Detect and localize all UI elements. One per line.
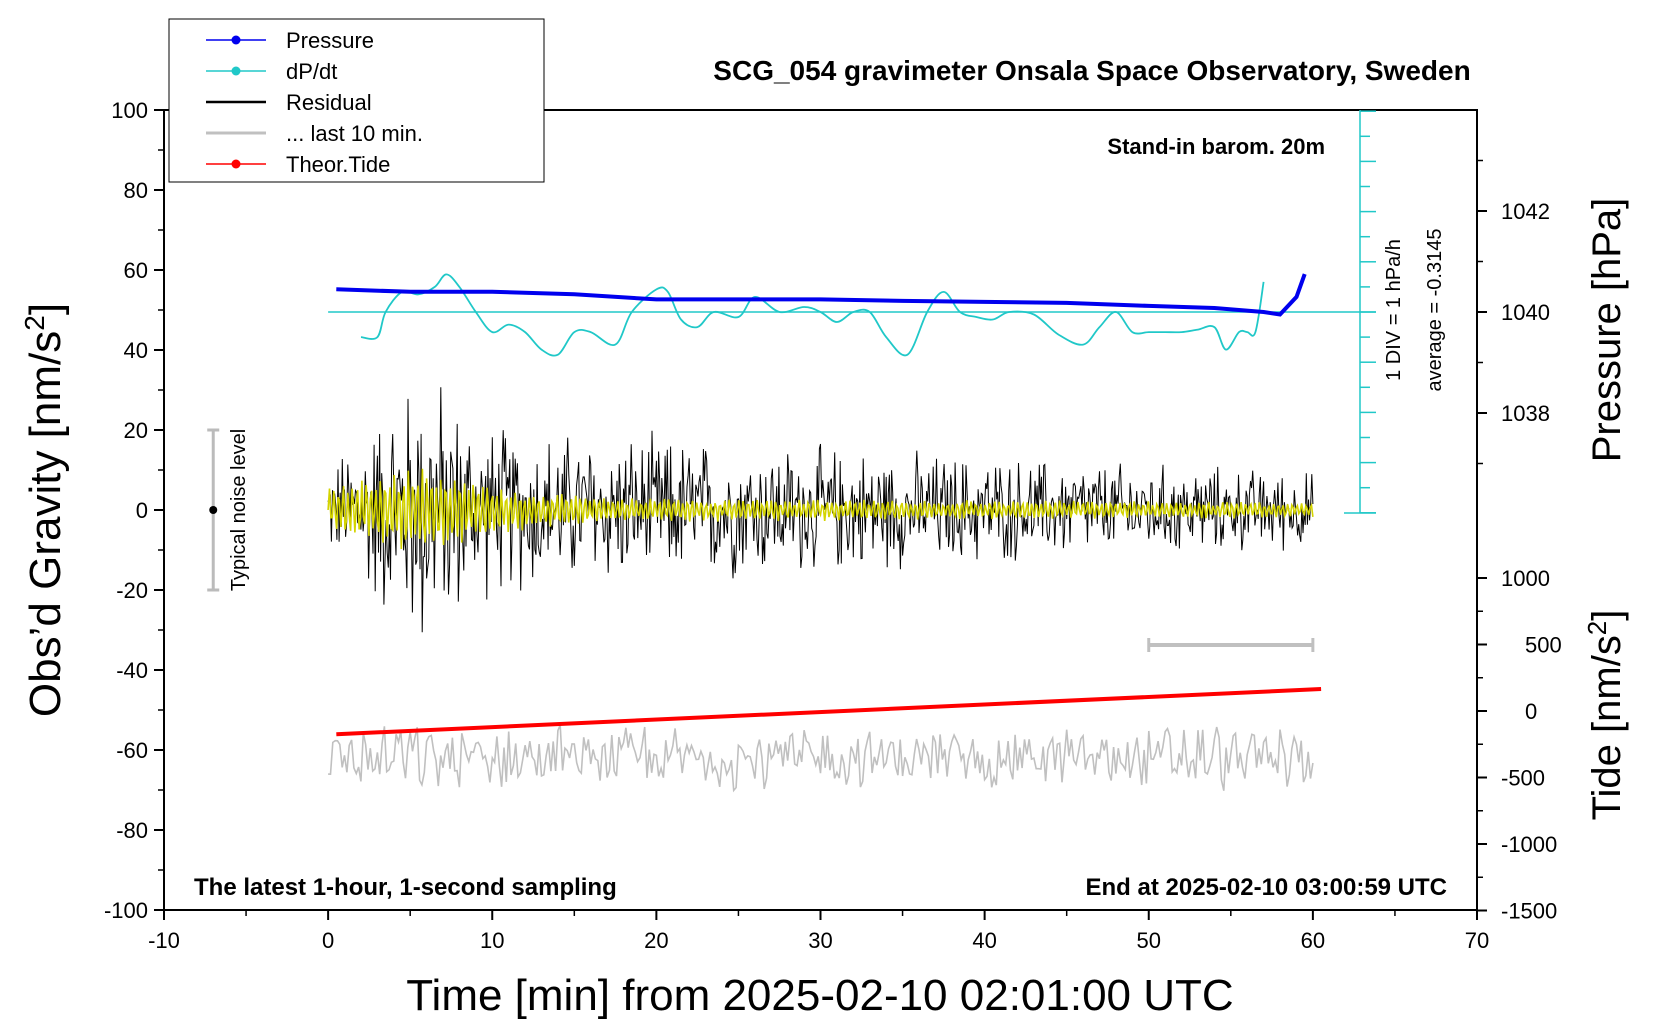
noise-bar-center: [209, 506, 218, 514]
legend-marker: [231, 66, 241, 76]
bottom-right-note: End at 2025-02-10 03:00:59 UTC: [1086, 874, 1448, 901]
y-tick-label: -100: [104, 898, 148, 923]
tide-tick-label: -500: [1501, 766, 1545, 791]
pressure-tick-label: 1042: [1501, 199, 1550, 224]
legend-label: ... last 10 min.: [286, 121, 423, 146]
legend-label: Residual: [286, 90, 372, 115]
x-tick-label: 60: [1301, 928, 1325, 953]
y-tick-label: -20: [116, 578, 148, 603]
y-tick-label: 100: [111, 98, 148, 123]
tide-series-line: [336, 687, 1322, 737]
dpdt-series-line: [360, 273, 1265, 357]
last10-series-line: [328, 724, 1314, 793]
y-axis-tide: -1500 -1000 -500 0 500 1000: [1477, 566, 1562, 924]
legend: Pressure dP/dt Residual ... last 10 min. The…: [206, 28, 423, 177]
chart-title: SCG_054 gravimeter Onsala Space Observat…: [713, 55, 1470, 86]
tide-tick-label: 500: [1525, 633, 1562, 658]
series-layer: [207, 273, 1322, 793]
legend-label: dP/dt: [286, 59, 337, 84]
x-axis-title: Time [min] from 2025-02-10 02:01:00 UTC: [406, 971, 1233, 1020]
tide-tick-label: 0: [1525, 699, 1537, 724]
y-tick-label: 60: [124, 258, 148, 283]
y-tick-label: -80: [116, 818, 148, 843]
x-tick-label: 0: [322, 928, 334, 953]
y-axis-gravity: -100 -80 -60 -40 -20 0 20 40 60 80 100: [104, 98, 164, 923]
x-tick-label: 50: [1137, 928, 1161, 953]
pressure-series-line: [336, 273, 1307, 317]
x-tick-label: -10: [148, 928, 180, 953]
y-tick-label: -60: [116, 738, 148, 763]
y-axis-pressure: 1038 1040 1042: [1477, 159, 1550, 465]
x-tick-label: 10: [480, 928, 504, 953]
x-tick-label: 30: [808, 928, 832, 953]
legend-label: Theor.Tide: [286, 152, 390, 177]
noise-label: Typical noise level: [228, 429, 250, 591]
y-axis-title-tide: Tide [nm/s2]: [1582, 610, 1629, 821]
legend-marker: [231, 159, 241, 169]
y-tick-label: 80: [124, 178, 148, 203]
pressure-tick-label: 1038: [1501, 401, 1550, 426]
x-tick-label: 70: [1465, 928, 1489, 953]
x-axis: -10 0 10 20 30 40 50 60 70: [148, 910, 1489, 953]
y-axis-title-gravity: Obs’d Gravity [nm/s2]: [19, 303, 70, 717]
residual-filtered-series-line: [327, 468, 1314, 550]
y-tick-label: 20: [124, 418, 148, 443]
y-tick-label: -40: [116, 658, 148, 683]
div-label: 1 DIV = 1 hPa/h: [1383, 239, 1405, 381]
tide-tick-label: -1000: [1501, 832, 1557, 857]
tide-tick-label: -1500: [1501, 899, 1557, 924]
residual-series-line: [327, 387, 1314, 633]
x-tick-label: 40: [972, 928, 996, 953]
legend-label: Pressure: [286, 28, 374, 53]
legend-marker: [231, 35, 241, 45]
x-tick-label: 20: [644, 928, 668, 953]
average-label: average = -0.3145: [1424, 229, 1446, 392]
bottom-left-note: The latest 1-hour, 1-second sampling: [194, 874, 617, 901]
pressure-tick-label: 1040: [1501, 300, 1550, 325]
legend-box: [168, 18, 545, 183]
y-tick-label: 0: [136, 498, 148, 523]
y-axis-title-pressure: Pressure [hPa]: [1585, 198, 1629, 463]
tide-tick-label: 1000: [1501, 566, 1550, 591]
barometer-note: Stand-in barom. 20m: [1107, 134, 1325, 159]
y-tick-label: 40: [124, 338, 148, 363]
